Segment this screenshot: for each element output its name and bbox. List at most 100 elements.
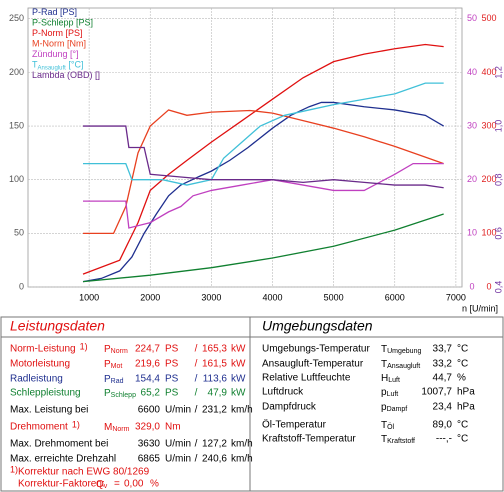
y3-tick-label: 30 (467, 120, 477, 130)
separator: / (195, 439, 198, 450)
footnote-mark: 1) (72, 419, 80, 429)
legend-entry: P-Norm [PS] (32, 28, 83, 38)
right-title: Umgebungsdaten (262, 318, 373, 334)
symbol-sub: Mot (111, 363, 123, 370)
symbol-sub: Schlepp (111, 392, 136, 399)
symbol: PSchlepp (104, 388, 136, 399)
value: 44,7 (433, 373, 453, 384)
symbol: PMot (104, 359, 122, 370)
value: 329,0 (135, 422, 160, 433)
series-line (83, 125, 444, 189)
symbol-sub: Öl (387, 423, 394, 431)
y-tick-label: 250 (9, 13, 24, 23)
value: 240,6 (202, 454, 227, 465)
unit: kW (231, 359, 246, 370)
value: 33,2 (433, 359, 453, 370)
x-axis-label: n [U/min] (462, 303, 498, 313)
symbol-main: p (381, 402, 387, 413)
y-tick-label: 200 (9, 67, 24, 77)
legend-entry: Zündung [°] (32, 49, 79, 59)
value: 33,7 (433, 344, 453, 355)
row-label: Kraftstoff-Temperatur (262, 434, 356, 445)
unit: °C (457, 359, 468, 370)
x-tick-label: 6000 (385, 292, 405, 302)
y2-tick-label: 500 (481, 13, 496, 23)
separator: / (195, 405, 198, 416)
series-line (83, 82, 444, 186)
symbol: pDampf (381, 402, 407, 413)
y4-tick-label: 1,0 (493, 120, 503, 133)
separator: / (195, 454, 198, 465)
table-frame (0, 316, 504, 492)
value: 65,2 (141, 388, 161, 399)
unit: hPa (457, 402, 475, 413)
series-line (83, 162, 444, 229)
y2-tick-label: 300 (481, 120, 496, 130)
factors-label: Korrektur-Faktoren: (18, 479, 105, 490)
x-tick-label: 7000 (446, 292, 466, 302)
symbol: HLuft (381, 373, 400, 384)
axes: 1000 2000 3000 4000 5000 6000 7000050100150200… (9, 13, 503, 302)
unit: PS (165, 388, 179, 399)
y3-tick-label: 50 (467, 13, 477, 23)
unit: °C (457, 434, 468, 445)
footnote-mark: 1) (10, 464, 18, 474)
symbol-sub: v (104, 483, 108, 490)
y4-tick-label: 0,8 (493, 173, 503, 186)
value: 127,2 (202, 439, 227, 450)
symbol-main: T (381, 420, 387, 431)
y3-tick-label: 20 (467, 174, 477, 184)
row-label: Max. erreichte Drehzahl (10, 454, 116, 465)
unit: kW (231, 344, 246, 355)
symbol: TÖl (381, 420, 395, 431)
row-label: Dampfdruck (262, 402, 317, 413)
y3-tick-label: 0 (469, 281, 474, 291)
unit: PS (165, 359, 179, 370)
table: Norm-Leistung 1) PNorm 224,7 PS/165,3 kWMotor… (10, 341, 475, 489)
symbol-sub: Rad (111, 378, 124, 385)
row-label: Drehmoment (10, 422, 68, 433)
symbol-main: M (104, 422, 112, 433)
row-label: Luftdruck (262, 387, 304, 398)
legend-entry: P-Schlepp [PS] (32, 18, 93, 28)
unit: % (150, 479, 159, 490)
separator: / (195, 388, 198, 399)
legend-entry: TAnsaugluft [°C] (32, 60, 83, 71)
value: 47,9 (208, 388, 228, 399)
legend-sub: Ansaugluft (38, 65, 67, 71)
row-label: Öl-Temperatur (262, 419, 327, 431)
value: 224,7 (135, 344, 160, 355)
x-tick-label: 2000 (140, 292, 160, 302)
separator: / (195, 359, 198, 370)
legend-text: Lambda (OBD) [] (32, 70, 100, 80)
value: 219,6 (135, 359, 160, 370)
symbol-sub: Luft (387, 391, 399, 398)
legend: P-Rad [PS]P-Schlepp [PS]P-Norm [PS]M-Nor… (32, 7, 100, 80)
symbol-main: p (381, 387, 387, 398)
symbol: pLuft (381, 387, 398, 398)
symbol-sub: Norm (111, 348, 128, 355)
value: 165,3 (202, 344, 227, 355)
row-label: Motorleistung (10, 359, 70, 370)
x-tick-label: 3000 (201, 292, 221, 302)
symbol-main: P (104, 374, 111, 385)
unit: km/h (231, 454, 253, 465)
y3-tick-label: 40 (467, 67, 477, 77)
value: 6865 (138, 454, 161, 465)
unit: U/min (165, 405, 191, 416)
y-tick-label: 0 (19, 281, 24, 291)
symbol: TAnsaugluft (381, 359, 420, 370)
y4-tick-label: 0,4 (493, 281, 503, 294)
x-tick-label: 5000 (324, 292, 344, 302)
unit: hPa (457, 387, 475, 398)
y-tick-label: 50 (14, 228, 24, 238)
y2-tick-label: 0 (486, 281, 491, 291)
value: 154,4 (135, 374, 160, 385)
row-label: Relative Luftfeuchte (262, 373, 351, 384)
series-line (82, 213, 444, 283)
legend-text: P-Schlepp [PS] (32, 18, 93, 28)
unit: kW (231, 374, 246, 385)
left-title: Leistungsdaten (10, 318, 105, 334)
symbol-main: T (381, 434, 387, 445)
legend-text: P-Rad [PS] (32, 7, 77, 17)
